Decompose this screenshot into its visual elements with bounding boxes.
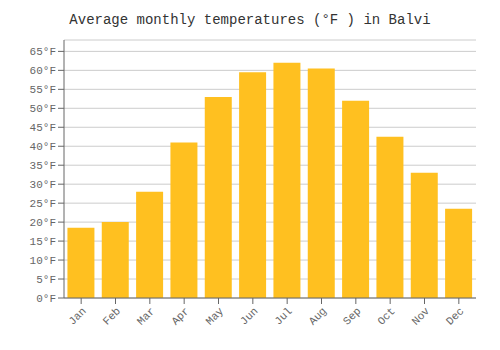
svg-text:35°F: 35°F <box>30 160 56 172</box>
svg-text:Sep: Sep <box>341 305 363 327</box>
svg-text:Jun: Jun <box>238 305 260 327</box>
svg-text:0°F: 0°F <box>36 293 56 305</box>
svg-text:Aug: Aug <box>307 305 329 327</box>
html-text:Average monthly temperatures (: Average monthly temperatures (°F ) in Ba… <box>69 12 431 28</box>
svg-text:30°F: 30°F <box>30 179 56 191</box>
svg-text:45°F: 45°F <box>30 122 56 134</box>
svg-text:Jan: Jan <box>66 305 88 327</box>
svg-text:Jul: Jul <box>272 305 294 327</box>
svg-text:60°F: 60°F <box>30 65 56 77</box>
svg-text:Dec: Dec <box>444 305 466 327</box>
svg-text:40°F: 40°F <box>30 141 56 153</box>
svg-text:50°F: 50°F <box>30 103 56 115</box>
svg-text:65°F: 65°F <box>30 46 56 58</box>
svg-text:May: May <box>204 305 227 328</box>
svg-text:Nov: Nov <box>410 305 433 328</box>
svg-text:Feb: Feb <box>101 305 123 327</box>
svg-text:Oct: Oct <box>375 305 397 327</box>
svg-text:Mar: Mar <box>135 305 157 327</box>
svg-text:20°F: 20°F <box>30 217 56 229</box>
svg-text:Apr: Apr <box>169 305 191 327</box>
svg-text:10°F: 10°F <box>30 255 56 267</box>
svg-text:5°F: 5°F <box>36 274 56 286</box>
svg-text:25°F: 25°F <box>30 198 56 210</box>
svg-text:55°F: 55°F <box>30 84 56 96</box>
svg-text:15°F: 15°F <box>30 236 56 248</box>
